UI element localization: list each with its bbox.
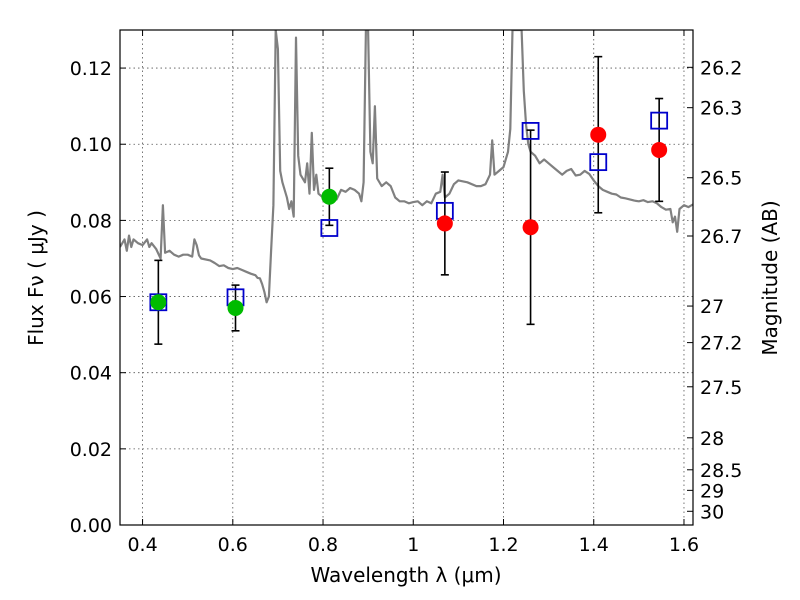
x-tick-label: 1.2 xyxy=(488,534,518,556)
x-tick-label: 0.6 xyxy=(218,534,248,556)
data-markers xyxy=(149,111,669,316)
y-tick-label: 0.08 xyxy=(70,210,112,232)
right-tick-label: 26.5 xyxy=(700,168,742,190)
y-tick-label: 0.00 xyxy=(70,515,112,537)
circle-marker xyxy=(227,299,244,316)
circle-marker xyxy=(651,141,668,158)
right-axis-title: Magnitude (AB) xyxy=(758,200,782,355)
x-tick-label: 0.8 xyxy=(308,534,338,556)
right-tick-label: 26.7 xyxy=(700,226,742,248)
open-square-marker xyxy=(521,122,540,140)
right-tick-label: 28.5 xyxy=(700,460,742,482)
right-tick-label: 27 xyxy=(700,296,724,318)
x-tick-label: 1 xyxy=(407,534,419,556)
circle-marker xyxy=(590,126,607,143)
x-axis-title: Wavelength λ (μm) xyxy=(310,563,501,587)
y-tick-label: 0.12 xyxy=(70,58,112,80)
circle-marker xyxy=(522,219,539,236)
y-tick-label: 0.04 xyxy=(70,363,112,385)
right-tick-label: 29 xyxy=(700,480,724,502)
y-axis-title: Flux Fν ( μJy ) xyxy=(24,210,48,346)
error-bars xyxy=(154,55,664,345)
model-spectrum-line xyxy=(120,30,693,304)
circle-marker xyxy=(436,215,453,232)
x-tick-label: 1.4 xyxy=(579,534,609,556)
y-tick-label: 0.10 xyxy=(70,134,112,156)
right-tick-label: 27.2 xyxy=(700,333,742,355)
x-tick-label: 1.6 xyxy=(669,534,699,556)
right-tick-label: 28 xyxy=(700,428,724,450)
circle-marker xyxy=(150,294,167,311)
y-tick-label: 0.02 xyxy=(70,439,112,461)
right-tick-label: 26.2 xyxy=(700,57,742,79)
right-tick-label: 26.3 xyxy=(700,98,742,120)
y-axis-ticks: 0.00 0.02 0.04 0.06 0.08 0.10 0.12 xyxy=(70,58,126,537)
open-square-marker xyxy=(320,219,339,237)
plot-frame xyxy=(119,29,694,526)
open-square-marker xyxy=(589,153,608,172)
circle-marker xyxy=(321,188,338,205)
model-spectrum xyxy=(120,30,693,304)
grid xyxy=(120,30,693,525)
x-axis-ticks: 0.4 0.6 0.8 1 1.2 1.4 1.6 xyxy=(127,30,699,556)
open-square-marker xyxy=(650,111,669,130)
y-tick-label: 0.06 xyxy=(70,287,112,309)
right-tick-label: 30 xyxy=(700,501,724,523)
x-tick-label: 0.4 xyxy=(127,534,157,556)
right-tick-label: 27.5 xyxy=(700,377,742,399)
